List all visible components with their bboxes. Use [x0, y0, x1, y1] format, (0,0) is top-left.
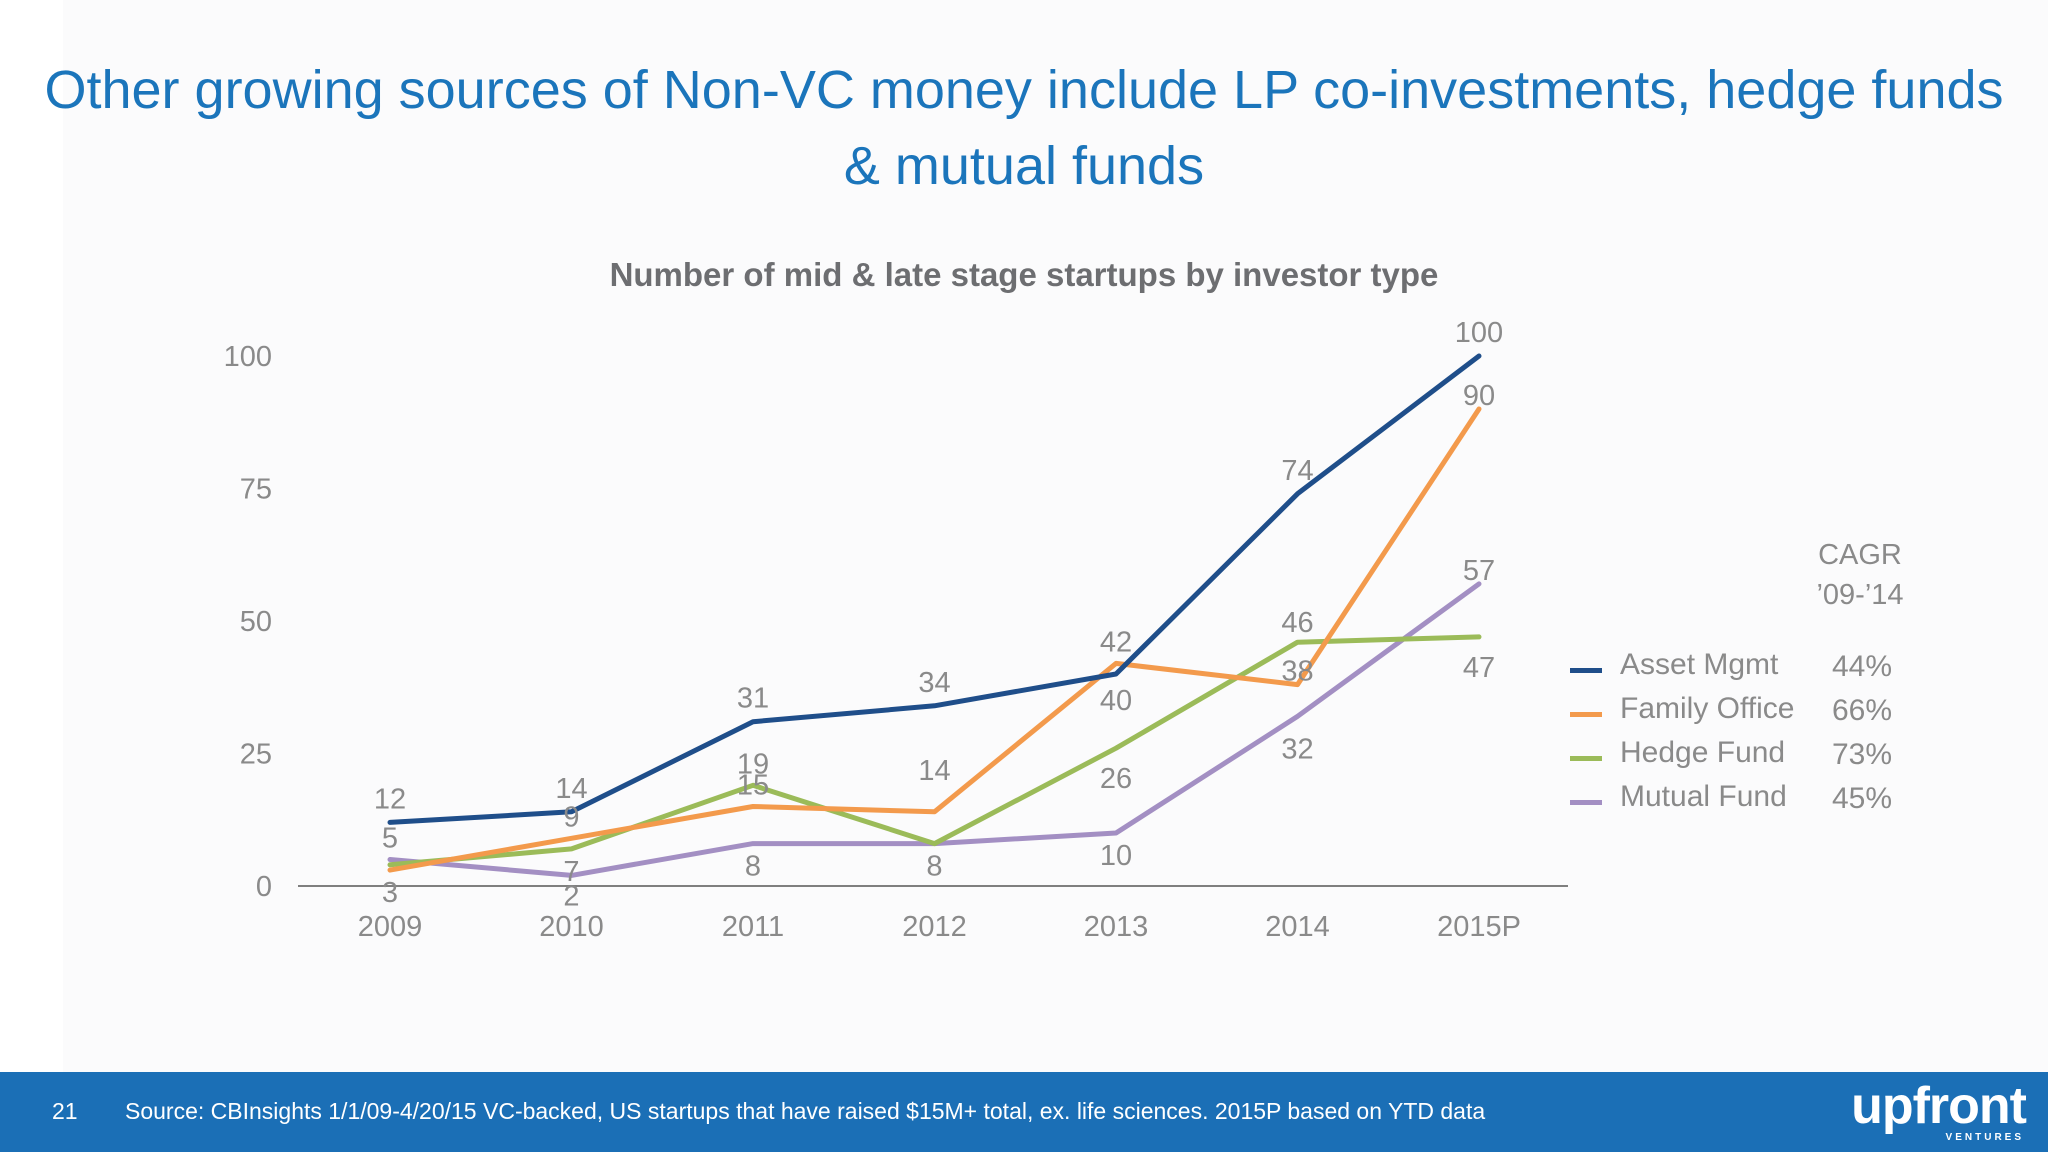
data-label: 100: [1455, 317, 1503, 349]
legend-label: Hedge Fund: [1620, 736, 1786, 769]
legend-cagr: 44%: [1832, 650, 1893, 683]
data-label: 57: [1463, 555, 1495, 587]
chart-title: Number of mid & late stage startups by i…: [609, 256, 1439, 293]
legend-item-hedge-fund: Hedge Fund 73%: [1570, 736, 1900, 780]
y-tick-label: 75: [240, 474, 272, 506]
data-label: 26: [1100, 763, 1132, 795]
series-line-hedge-fund: [387, 634, 1482, 868]
legend-label: Mutual Fund: [1620, 780, 1787, 813]
data-label: 2: [563, 880, 579, 912]
x-tick-label: 2013: [1084, 911, 1149, 943]
data-label: 31: [737, 683, 769, 715]
data-label: 9: [563, 801, 579, 833]
data-label: 42: [1100, 626, 1132, 658]
cagr-header-line2: ’09-’14: [1816, 579, 1904, 611]
x-tick-label: 2014: [1265, 911, 1330, 943]
x-tick-label: 2015P: [1437, 911, 1521, 943]
y-tick-label: 100: [224, 341, 272, 373]
y-tick-label: 0: [256, 871, 272, 903]
data-label: 90: [1463, 380, 1495, 412]
cagr-header-line1: CAGR: [1818, 539, 1902, 571]
y-tick-label: 50: [240, 606, 272, 638]
page-number: 21: [52, 1098, 78, 1124]
legend-cagr: 45%: [1832, 782, 1893, 815]
data-label: 40: [1100, 685, 1132, 717]
logo-wordmark: upfront: [1851, 1077, 2027, 1135]
data-label: 34: [918, 667, 950, 699]
legend-label: Family Office: [1620, 692, 1795, 725]
legend-item-mutual-fund: Mutual Fund 45%: [1570, 780, 1900, 824]
data-label: 7: [563, 856, 579, 888]
legend-label: Asset Mgmt: [1620, 648, 1779, 681]
data-label: 8: [745, 851, 761, 883]
x-tick-label: 2011: [722, 911, 784, 943]
logo-subtext: VENTURES: [1945, 1132, 2024, 1143]
data-label: 14: [555, 773, 587, 805]
data-label: 19: [737, 748, 769, 780]
data-label: 5: [382, 823, 398, 855]
x-tick-label: 2010: [539, 911, 604, 943]
legend-swatch-asset-mgmt: [1570, 668, 1602, 673]
legend-item-asset-mgmt: Asset Mgmt 44%: [1570, 648, 1900, 692]
data-label: 32: [1281, 733, 1313, 765]
x-tick-label: 2009: [358, 911, 423, 943]
data-label: 46: [1281, 607, 1313, 639]
data-label: 38: [1281, 656, 1313, 688]
series-line-asset-mgmt: [387, 353, 1482, 825]
company-logo: upfront VENTURES: [1836, 1077, 2027, 1148]
data-label: 10: [1100, 840, 1132, 872]
data-label: 14: [918, 755, 950, 787]
footer-bar: 21 Source: CBInsights 1/1/09-4/20/15 VC-…: [0, 1072, 2048, 1152]
legend-cagr: 73%: [1832, 738, 1893, 771]
data-label: 8: [926, 851, 942, 883]
series-line-mutual-fund: [387, 581, 1482, 878]
x-tick-label: 2012: [902, 911, 967, 943]
y-tick-label: 25: [240, 739, 272, 771]
legend-swatch-hedge-fund: [1570, 756, 1602, 761]
slide-background: [63, 0, 2048, 1072]
data-label: 74: [1281, 455, 1313, 487]
legend-swatch-family-office: [1570, 712, 1602, 717]
slide-title: Other growing sources of Non-VC money in…: [44, 60, 2004, 196]
data-label: 12: [374, 783, 406, 815]
source-note: Source: CBInsights 1/1/09-4/20/15 VC-bac…: [125, 1098, 1486, 1124]
legend-swatch-mutual-fund: [1570, 800, 1602, 805]
data-label: 47: [1463, 652, 1495, 684]
series-line-family-office: [387, 406, 1482, 873]
data-label: 3: [382, 877, 398, 909]
legend-cagr: 66%: [1832, 694, 1893, 727]
legend-item-family-office: Family Office 66%: [1570, 692, 1900, 736]
data-label: 15: [737, 770, 769, 802]
